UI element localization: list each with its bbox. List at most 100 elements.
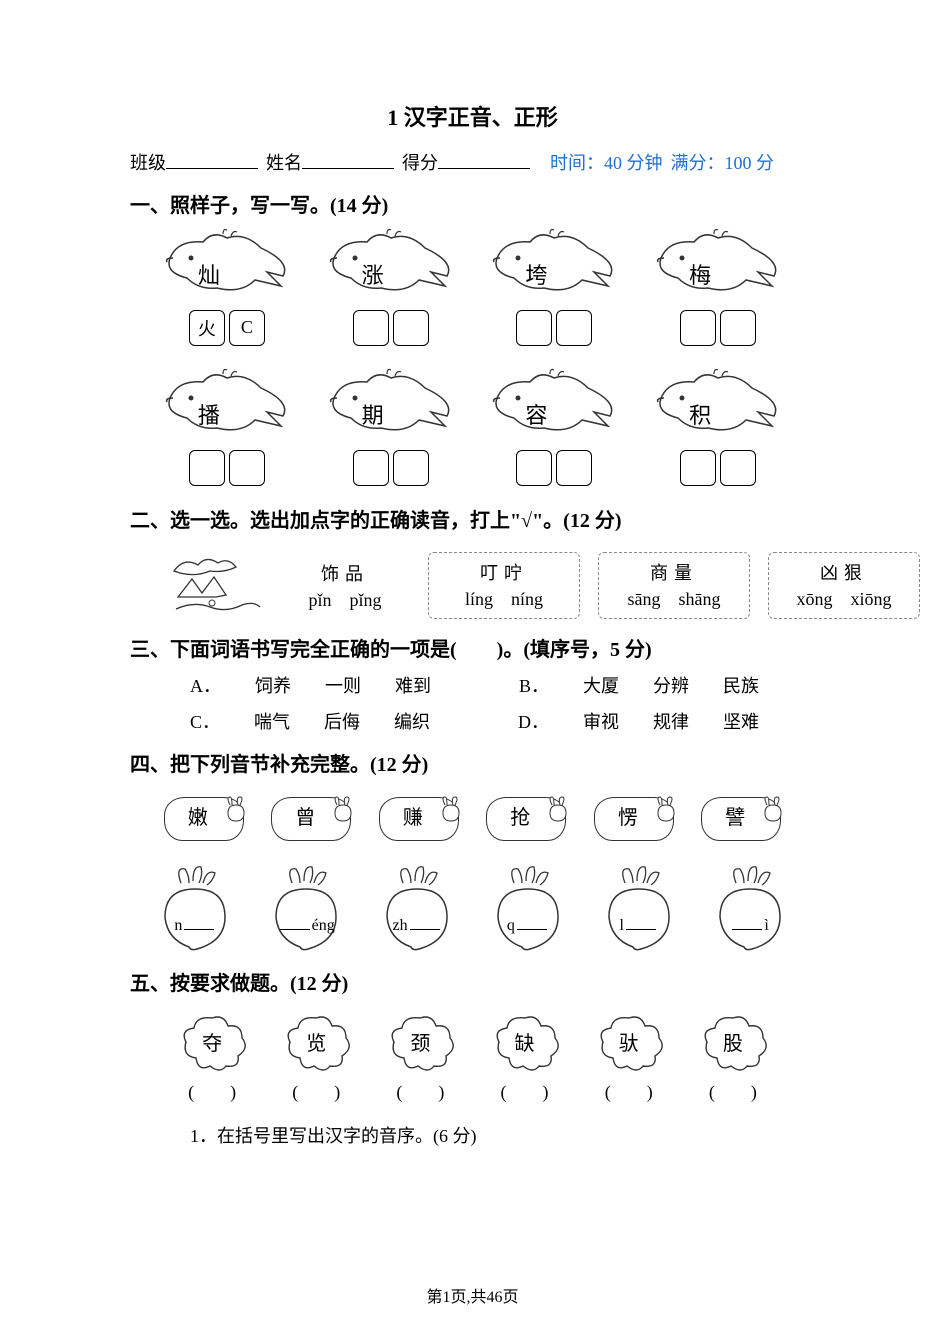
answer-box[interactable] — [680, 310, 716, 346]
answer-box[interactable] — [393, 310, 429, 346]
q5-char: 览 — [306, 1027, 326, 1056]
pinyin-pre: q — [507, 917, 515, 935]
answer-box[interactable] — [189, 450, 225, 486]
answer-box[interactable] — [720, 450, 756, 486]
flower-item: 颈 — [380, 1012, 460, 1072]
q2-item: 叮咛 líng níng — [428, 552, 580, 619]
score-blank[interactable] — [438, 148, 530, 169]
radish-text[interactable]: n — [174, 913, 216, 935]
bird-cell: 播 — [152, 368, 302, 486]
bird-cell: 容 — [479, 368, 629, 486]
bird-cell: 梅 — [643, 228, 793, 346]
answer-box[interactable] — [229, 450, 265, 486]
q2-item: 商量 sāng shāng — [598, 552, 750, 619]
answer-box[interactable] — [556, 310, 592, 346]
q4-char: 曾 — [295, 801, 315, 830]
flower-item: 驮 — [589, 1012, 669, 1072]
pinyin-pre: l — [619, 917, 623, 935]
cloud-item: 赚 — [379, 791, 459, 841]
worksheet-page: 1 汉字正音、正形 班级 姓名 得分 时间： 40 分钟 满分： 100 分 一… — [0, 0, 945, 1337]
q4-char: 赚 — [403, 801, 423, 830]
q5-heading: 五、按要求做题。(12 分) — [130, 967, 815, 996]
pinyin-blank[interactable] — [410, 913, 440, 930]
pinyin-option[interactable]: xōng — [796, 589, 832, 610]
q2-pinyin: sāng shāng — [609, 589, 739, 610]
radish-text[interactable]: l — [619, 913, 657, 935]
answer-box[interactable] — [680, 450, 716, 486]
flower-item: 夺 — [172, 1012, 252, 1072]
rabbit-icon — [654, 795, 678, 823]
pinyin-pre: zh — [393, 917, 408, 935]
answer-box[interactable]: 火 — [189, 310, 225, 346]
rabbit-icon — [439, 795, 463, 823]
pinyin-option[interactable]: pǐng — [350, 590, 382, 611]
pinyin-option[interactable]: xiōng — [850, 589, 891, 610]
q5-char-row: 夺 览 颈 缺 驮 — [160, 1012, 785, 1072]
full-value: 100 分 — [725, 149, 775, 175]
bird-char: 积 — [625, 398, 775, 430]
radish-text[interactable]: q — [507, 913, 549, 935]
answer-box[interactable] — [556, 450, 592, 486]
bird-char: 梅 — [625, 258, 775, 290]
bird-boxes: 火 C — [152, 310, 302, 346]
name-blank[interactable] — [302, 148, 394, 169]
answer-box[interactable] — [720, 310, 756, 346]
pinyin-option[interactable]: níng — [511, 589, 543, 610]
rabbit-icon — [224, 795, 248, 823]
q2-pinyin: pǐn pǐng — [280, 590, 410, 611]
answer-box[interactable]: C — [229, 310, 265, 346]
radish-text[interactable]: zh — [393, 913, 442, 935]
paren-blank[interactable]: ( ) — [709, 1078, 757, 1104]
bird-boxes — [479, 450, 629, 486]
bird-char: 涨 — [298, 258, 448, 290]
pinyin-option[interactable]: sāng — [628, 589, 661, 610]
radish-text[interactable]: ì — [730, 913, 768, 935]
flower-item: 股 — [693, 1012, 773, 1072]
opt-label: B． — [519, 672, 549, 698]
pinyin-blank[interactable] — [280, 913, 310, 930]
pinyin-blank[interactable] — [184, 913, 214, 930]
paren-blank[interactable]: ( ) — [188, 1078, 236, 1104]
paren-blank[interactable]: ( ) — [396, 1078, 444, 1104]
bird-cell: 涨 — [316, 228, 466, 346]
paren-blank[interactable]: ( ) — [501, 1078, 549, 1104]
bird-char: 播 — [134, 398, 284, 430]
full-label: 满分： — [671, 149, 725, 175]
opt-word: 坚难 — [723, 708, 759, 734]
radish-item: éng — [256, 861, 356, 953]
answer-box[interactable] — [353, 310, 389, 346]
class-blank[interactable] — [166, 148, 258, 169]
pinyin-option[interactable]: pǐn — [308, 590, 331, 611]
q2-word: 凶狠 — [779, 559, 909, 585]
answer-box[interactable] — [353, 450, 389, 486]
paren-blank[interactable]: ( ) — [292, 1078, 340, 1104]
q4-char: 譬 — [725, 801, 745, 830]
q2-item: 饰品 pǐn pǐng — [280, 554, 410, 619]
opt-word: 难到 — [395, 672, 431, 698]
page-footer: 第1页,共46页 — [0, 1283, 945, 1307]
rabbit-icon — [331, 795, 355, 823]
pinyin-blank[interactable] — [517, 913, 547, 930]
pinyin-blank[interactable] — [732, 913, 762, 930]
time-label: 时间： — [550, 149, 604, 175]
q3-row-ab: A． 饲养 一则 难到 B． 大厦 分辨 民族 — [190, 672, 815, 698]
answer-box[interactable] — [516, 450, 552, 486]
q4-char: 愣 — [618, 801, 638, 830]
paren-blank[interactable]: ( ) — [605, 1078, 653, 1104]
bird-cell: 积 — [643, 368, 793, 486]
radish-icon — [700, 861, 800, 953]
radish-item: l — [589, 861, 689, 953]
pinyin-blank[interactable] — [626, 913, 656, 930]
pinyin-option[interactable]: líng — [465, 589, 493, 610]
radish-text[interactable]: éng — [278, 913, 335, 935]
q4-char-row: 嫩 曾 赚 抢 愣 譬 — [150, 791, 795, 841]
bird-boxes — [643, 450, 793, 486]
q5-char: 夺 — [202, 1027, 222, 1056]
opt-word: 分辨 — [653, 672, 689, 698]
cloud-item: 譬 — [701, 791, 781, 841]
radish-item: n — [145, 861, 245, 953]
answer-box[interactable] — [393, 450, 429, 486]
q2-heading: 二、选一选。选出加点字的正确读音，打上"√"。(12 分) — [130, 504, 815, 533]
answer-box[interactable] — [516, 310, 552, 346]
pinyin-option[interactable]: shāng — [679, 589, 721, 610]
